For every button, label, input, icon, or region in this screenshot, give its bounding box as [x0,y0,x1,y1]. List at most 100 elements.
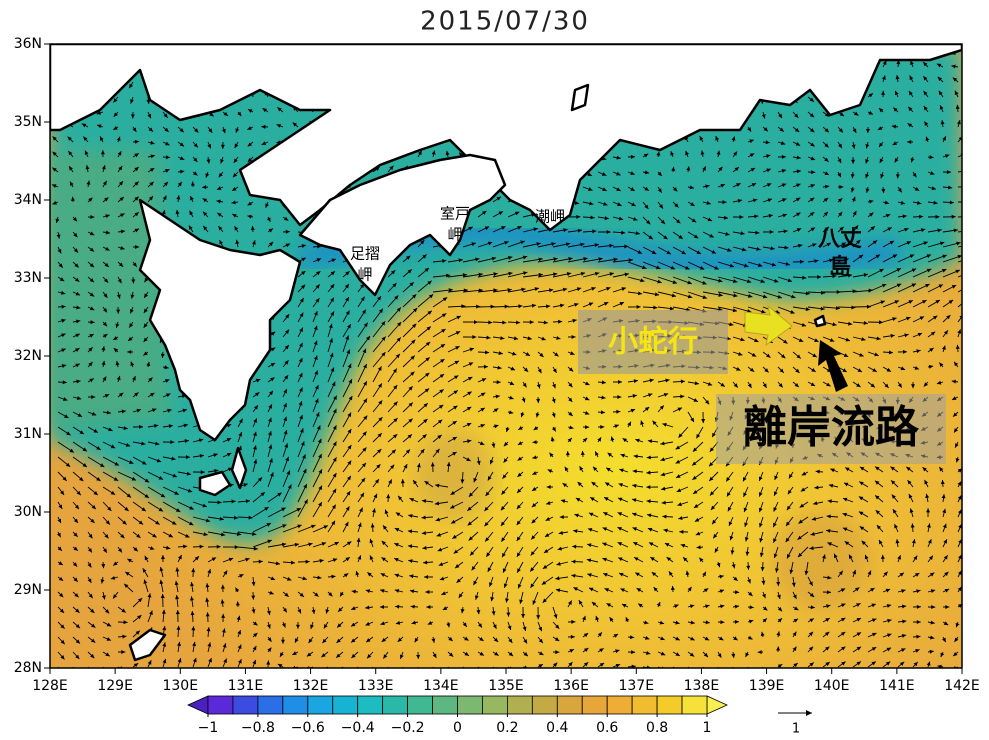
vector-head [956,120,961,125]
vector-head [832,274,837,279]
vector-head [270,331,276,336]
vector-head [305,559,310,564]
vector-head [462,622,467,627]
vector-head [436,532,442,537]
vector-head [872,240,878,245]
vector-head [909,75,914,80]
vector-head [562,287,568,292]
vector-head [521,613,526,619]
vector-head [268,404,272,409]
vector-head [754,214,759,219]
vector-head [939,467,944,472]
vector-head [609,243,614,248]
vector-head [595,615,600,621]
vector-head [177,181,182,187]
vector-head [570,351,575,355]
vector-head [880,554,885,559]
vector-head [355,570,360,576]
vector-head [958,554,962,560]
vector-head [448,288,453,293]
vector-head [879,320,884,325]
vector-head [856,646,862,651]
vector [957,303,962,308]
vector-head [940,120,945,125]
vector-head [66,431,71,436]
vector-head [366,638,371,643]
vector-head [810,184,815,188]
vector-head [193,171,198,176]
vector-head [367,654,372,659]
vector-head [677,502,682,507]
vector-head [73,248,79,253]
vector-head [604,216,609,221]
vector-head [725,231,730,236]
vector-head [632,498,637,503]
vector-head [904,333,909,338]
vector-head [957,495,962,500]
eddy [770,510,870,610]
vector-head [56,234,61,239]
vector-head [378,308,383,314]
vector-head [865,159,870,164]
vector-head [583,648,589,653]
vector-head [285,329,290,334]
vector-head [617,497,623,502]
vector-head [758,476,763,481]
vector-head [926,508,931,513]
vector-head [908,90,913,96]
vector-head [549,452,554,458]
vector-head [719,589,725,594]
vector-head [557,546,562,551]
vector-head [103,293,108,298]
vector-head [571,573,576,578]
vector-head [106,622,112,627]
vector-head [874,352,879,357]
vector-head [644,204,649,209]
vector-head [922,467,927,472]
vector-head [689,185,694,190]
vector-head [377,296,382,301]
vector-head [442,297,448,302]
vector-head [604,497,609,501]
vector-head [939,241,945,246]
vector-head [232,172,238,178]
vector-head [798,338,804,342]
vector-head [713,533,718,539]
vector-head [943,555,948,560]
vector-head [79,476,84,482]
vector-head [113,477,119,481]
vector-head [606,286,611,291]
vector-head [236,532,242,536]
vector-head [466,423,472,427]
vector-head [380,588,385,593]
vector-head [812,353,817,358]
vector-head [720,620,725,625]
vector-head [594,271,600,276]
vector-head [895,75,900,80]
vector-head [644,170,650,175]
vector-head [454,360,460,365]
vector-head [286,576,292,581]
vector-head [582,437,588,443]
vector-head [717,653,722,658]
vector-head [127,558,132,563]
vector-head [841,603,846,608]
vector-head [943,539,947,544]
vector-head [669,306,675,311]
vector-head [149,610,153,615]
vector-head [379,604,384,609]
vector-head [742,476,747,482]
vector-head [845,467,850,472]
vector-head [177,641,181,647]
vector-head [646,485,651,490]
vector-head [571,334,576,339]
vector-head [750,167,756,172]
vector-head [384,509,389,515]
vector-head [810,142,815,147]
vector-head [603,302,609,306]
vector-head [468,362,474,367]
vector-head [365,335,370,341]
vector-head [585,425,590,430]
vector-head [484,506,489,512]
vector-head [438,404,444,409]
